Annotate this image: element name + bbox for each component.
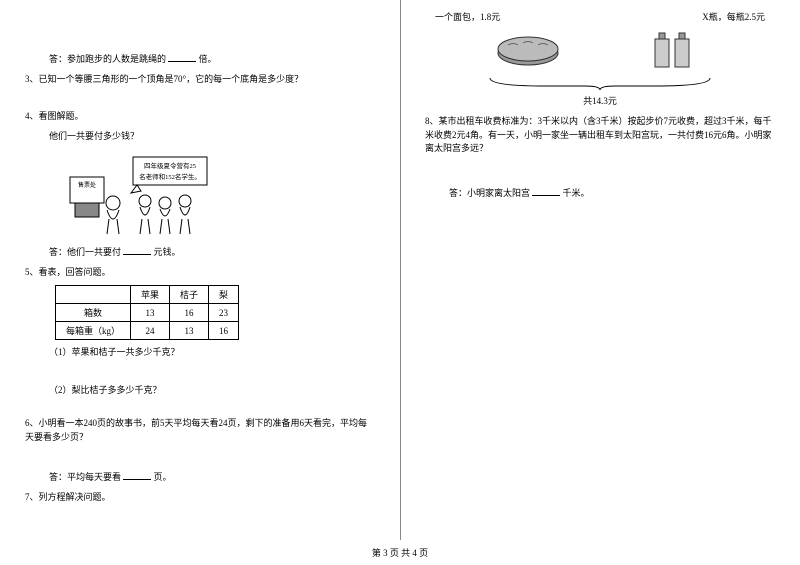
q6-text: 6、小明看一本240页的故事书，前5天平均每天看24页，剩下的准备用6天看完，平…: [25, 417, 375, 444]
q4-answer: 答：他们一共要付 元钱。: [25, 243, 375, 260]
q7-text: 7、列方程解决问题。: [25, 491, 375, 505]
td: 23: [209, 304, 239, 322]
th: 桔子: [170, 286, 209, 304]
sign-text: 售票处: [78, 181, 96, 189]
td: 24: [131, 322, 170, 340]
q2-answer: 答：参加跑步的人数是跳绳的 倍。: [25, 50, 375, 67]
table-row: 箱数 13 16 23: [56, 304, 239, 322]
q6-answer-suffix: 页。: [154, 472, 172, 482]
q6-blank: [123, 468, 151, 480]
th: 苹果: [131, 286, 170, 304]
q2-answer-text: 答：参加跑步的人数是跳绳的: [49, 54, 166, 64]
q4-blank: [123, 243, 151, 255]
q8-answer-suffix: 千米。: [563, 188, 590, 198]
q5-1: （1）苹果和桔子一共多少千克？: [25, 346, 375, 360]
caption-line1: 四年级夏令营有25: [144, 161, 196, 170]
item1-label: 一个面包，1.8元: [435, 10, 500, 23]
left-column: 答：参加跑步的人数是跳绳的 倍。 3、已知一个等腰三角形的一个顶角是70°，它的…: [0, 0, 400, 540]
q6-answer-text: 答：平均每天要看: [49, 472, 121, 482]
q2-answer-suffix: 倍。: [199, 54, 217, 64]
q4-sub: 他们一共要付多少钱？: [25, 130, 375, 144]
q6-answer: 答：平均每天要看 页。: [25, 468, 375, 485]
q8-answer-text: 答：小明家离太阳宫: [449, 188, 530, 198]
q8-text: 8、某市出租车收费标准为：3千米以内（含3千米）按起步价7元收费，超过3千米，每…: [425, 115, 775, 156]
td: 16: [209, 322, 239, 340]
table-row: 苹果 桔子 梨: [56, 286, 239, 304]
page-footer: 第 3 页 共 4 页: [0, 546, 800, 559]
caption-line2: 名老师和152名学生。: [139, 172, 201, 181]
q3-text: 3、已知一个等腰三角形的一个顶角是70°，它的每一个底角是多少度？: [25, 73, 375, 87]
q2-blank: [168, 50, 196, 62]
right-column: 一个面包，1.8元 X瓶，每瓶2.5元: [400, 0, 800, 540]
total-text: 共14.3元: [425, 94, 775, 107]
q8-answer: 答：小明家离太阳宫 千米。: [425, 184, 775, 201]
bottles-icon: [633, 27, 713, 72]
td: 13: [131, 304, 170, 322]
items-row: 一个面包，1.8元 X瓶，每瓶2.5元: [425, 10, 775, 23]
q5-table: 苹果 桔子 梨 箱数 13 16 23 每箱重（kg） 24 13 16: [55, 285, 239, 340]
td: 16: [170, 304, 209, 322]
q4-text: 4、看图解题。: [25, 110, 375, 124]
q4-answer-suffix: 元钱。: [154, 247, 181, 257]
td: 13: [170, 322, 209, 340]
th: 梨: [209, 286, 239, 304]
q8-blank: [532, 184, 560, 196]
q5-text: 5、看表，回答问题。: [25, 266, 375, 280]
th: [56, 286, 131, 304]
bracket-icon: [480, 76, 720, 90]
q5-2: （2）梨比桔子多多少千克？: [25, 384, 375, 398]
table-row: 每箱重（kg） 24 13 16: [56, 322, 239, 340]
td: 每箱重（kg）: [56, 322, 131, 340]
q4-illustration: 售票处 四年级夏令营有25 名老师和152名学生。: [65, 149, 215, 239]
item2-label: X瓶，每瓶2.5元: [702, 10, 765, 23]
q4-answer-text: 答：他们一共要付: [49, 247, 121, 257]
bread-icon: [488, 27, 568, 72]
td: 箱数: [56, 304, 131, 322]
